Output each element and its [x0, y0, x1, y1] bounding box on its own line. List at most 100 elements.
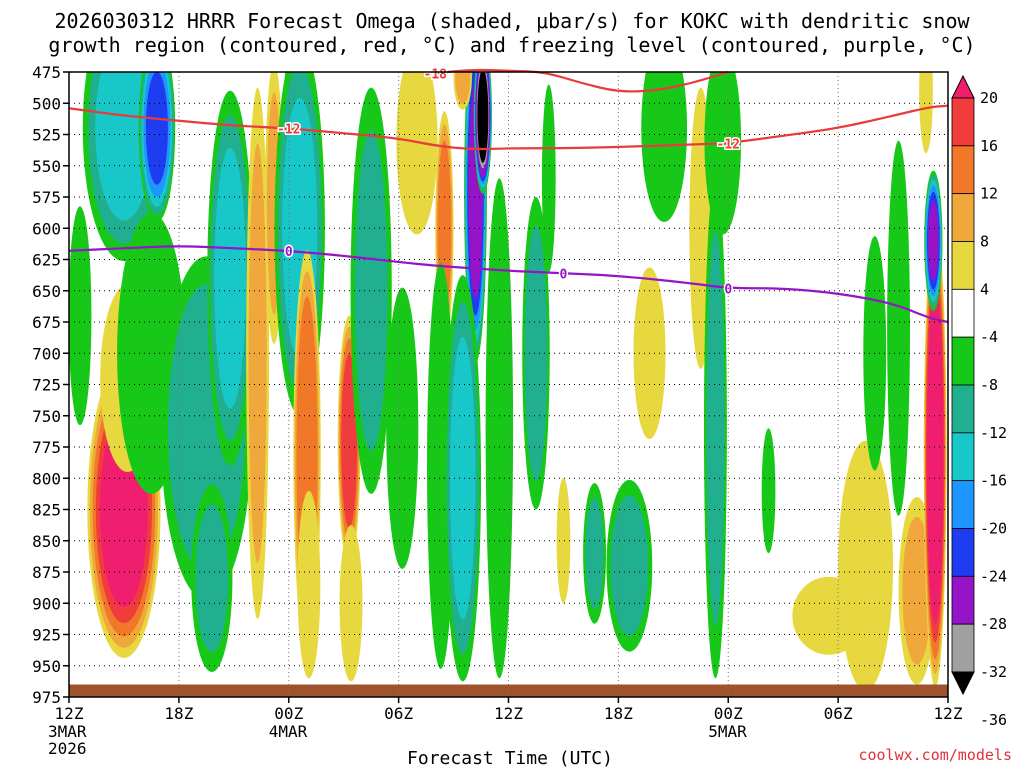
- y-tick-label: 675: [32, 313, 61, 332]
- omega-contour-fill: [641, 72, 688, 222]
- colorbar-top-arrow: [951, 74, 975, 99]
- omega-cell: [350, 87, 392, 494]
- colorbar-label: 16: [980, 137, 998, 155]
- colorbar-label: -36: [980, 711, 1007, 729]
- dendritic-minus18-contour: [435, 68, 729, 93]
- colorbar-bottom-arrow: [951, 671, 975, 696]
- omega-contour-fill: [297, 490, 321, 679]
- colorbar-label: -32: [980, 663, 1007, 681]
- x-tick-label: 18Z: [604, 704, 633, 723]
- colorbar-swatch: [951, 480, 975, 529]
- omega-cell: [297, 490, 321, 679]
- y-tick-label: 625: [32, 251, 61, 270]
- freezing-level-contour-label: 0: [724, 282, 732, 297]
- colorbar-label: -4: [980, 328, 998, 346]
- x-tick-label: 00Z: [274, 704, 303, 723]
- y-tick-label: 500: [32, 94, 61, 113]
- omega-cell: [485, 178, 514, 679]
- colorbar-swatch: [951, 241, 975, 290]
- source-credit: coolwx.com/models: [858, 746, 1012, 764]
- freezing-level-contour-label: 0: [285, 245, 293, 260]
- colorbar-label: -20: [980, 520, 1007, 538]
- omega-cell: [138, 72, 176, 222]
- omega-contour-fill: [919, 72, 933, 154]
- omega-contour-fill: [585, 497, 604, 609]
- omega-cell: [522, 197, 550, 510]
- omega-cell: [919, 72, 933, 154]
- omega-cell: [556, 478, 571, 604]
- ground-surface: [69, 684, 948, 697]
- omega-contour-fill: [838, 440, 894, 691]
- colorbar-swatch: [951, 528, 975, 577]
- y-tick-label: 700: [32, 344, 61, 363]
- chart-title-line2: growth region (contoured, red, °C) and f…: [48, 33, 975, 57]
- omega-contour-fill: [248, 143, 267, 563]
- omega-contour-fill: [887, 140, 911, 516]
- omega-contour-fill: [195, 504, 229, 653]
- y-tick-label: 725: [32, 376, 61, 395]
- colorbar-swatch: [951, 384, 975, 434]
- omega-cell: [761, 428, 776, 554]
- x-tick-label: 06Z: [384, 704, 413, 723]
- colorbar-label: 12: [980, 185, 998, 203]
- omega-cell: [887, 140, 911, 516]
- y-tick-label: 600: [32, 219, 61, 238]
- omega-contour-fill: [556, 478, 571, 604]
- omega-contour-fill: [761, 428, 776, 554]
- y-tick-label: 850: [32, 532, 61, 551]
- colorbar-swatch: [951, 623, 975, 673]
- omega-contour-fill: [69, 206, 92, 426]
- x-year-label: 2026: [48, 739, 87, 758]
- omega-contour-fill: [95, 72, 153, 221]
- omega-contour-fill: [928, 306, 943, 600]
- y-tick-label: 950: [32, 657, 61, 676]
- omega-contour-fill: [477, 72, 489, 163]
- x-tick-label: 18Z: [164, 704, 193, 723]
- plot-area: -12 -12 -18 0 0 0: [68, 66, 949, 698]
- omega-contour-fill: [485, 178, 514, 679]
- y-tick-label: 575: [32, 188, 61, 207]
- omega-cell: [191, 484, 233, 672]
- x-tick-label: 12Z: [494, 704, 523, 723]
- y-tick-label: 650: [32, 282, 61, 301]
- y-tick-label: 875: [32, 563, 61, 582]
- y-tick-label: 975: [32, 688, 61, 707]
- omega-cell: [923, 218, 947, 688]
- colorbar-label: -12: [980, 424, 1007, 442]
- x-tick-label: 06Z: [824, 704, 853, 723]
- omega-field: [69, 72, 947, 691]
- omega-cell: [704, 72, 742, 235]
- colorbar-swatch: [951, 432, 975, 482]
- freezing-level-contour: [68, 245, 949, 324]
- omega-cell: [838, 440, 894, 691]
- y-tick-label: 750: [32, 407, 61, 426]
- x-tick-label: 00Z: [714, 704, 743, 723]
- omega-cell: [339, 525, 363, 682]
- x-tick-label: 12Z: [934, 704, 963, 723]
- y-tick-label: 825: [32, 501, 61, 520]
- omega-contour-fill: [524, 225, 548, 481]
- x-date-label: 4MAR: [269, 722, 308, 741]
- colorbar-swatch: [951, 145, 975, 195]
- colorbar-label: -8: [980, 376, 998, 394]
- colorbar-label: 4: [980, 280, 989, 298]
- dendritic-minus12-contour: [68, 104, 949, 151]
- omega-cell: [641, 72, 688, 222]
- omega-cell: [473, 72, 493, 194]
- omega-cell: [606, 479, 653, 652]
- colorbar-swatch: [951, 575, 975, 625]
- x-date-label: 3MAR: [48, 722, 87, 741]
- colorbar-swatch: [951, 97, 975, 147]
- x-axis-title: Forecast Time (UTC): [407, 748, 613, 768]
- x-date-label: 5MAR: [708, 722, 747, 741]
- omega-cell: [453, 72, 472, 110]
- pressure-axis: 475 500 525 550 575 600 625 650 675 700 725 750 775 8…: [32, 63, 69, 707]
- omega-contour-fill: [386, 287, 419, 569]
- omega-cell: [444, 275, 482, 682]
- omega-cell: [386, 287, 419, 569]
- omega-cell: [583, 482, 607, 624]
- omega-colorbar: 20 16 12 8 4 -4 -8 -12 -16 -20 -24 -28 -32 -36: [951, 74, 1007, 729]
- omega-cell: [541, 84, 556, 272]
